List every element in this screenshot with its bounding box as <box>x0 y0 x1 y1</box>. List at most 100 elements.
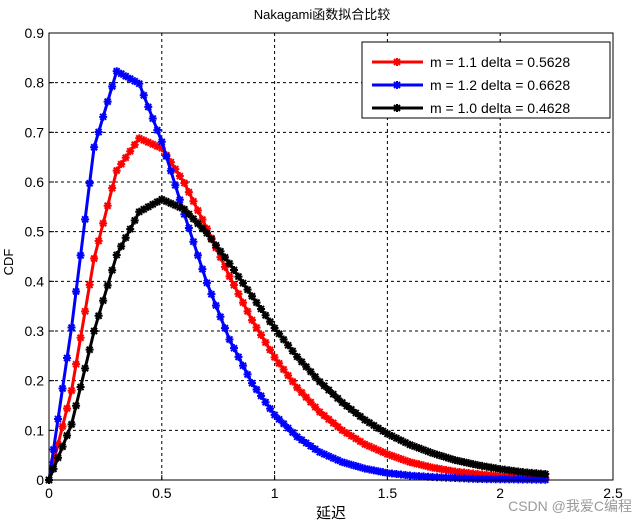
data-point-marker <box>108 82 117 91</box>
data-point-marker <box>455 474 464 483</box>
x-tick-label: 2 <box>496 485 504 501</box>
data-point-marker <box>338 458 347 467</box>
data-point-marker <box>229 266 238 275</box>
data-point-marker <box>49 464 58 473</box>
data-point-marker <box>482 462 491 471</box>
data-point-marker <box>112 166 121 175</box>
legend-box <box>361 41 611 119</box>
data-point-marker <box>487 475 496 484</box>
y-tick-label: 0.1 <box>25 422 45 438</box>
data-point-marker <box>374 446 383 455</box>
y-tick-label: 0.6 <box>25 174 45 190</box>
data-point-marker <box>378 468 387 477</box>
data-point-marker <box>478 470 487 479</box>
data-point-marker <box>220 324 229 333</box>
data-point-marker <box>378 427 387 436</box>
data-point-marker <box>175 203 184 212</box>
data-point-marker <box>496 475 505 484</box>
x-tick-label: 1.5 <box>378 485 398 501</box>
data-point-marker <box>117 69 126 78</box>
data-point-marker <box>153 142 162 151</box>
data-point-marker <box>270 324 279 333</box>
data-point-marker <box>460 474 469 483</box>
data-point-marker <box>333 456 342 465</box>
data-point-marker <box>460 458 469 467</box>
data-point-marker <box>342 459 351 468</box>
data-point-marker <box>139 136 148 145</box>
data-point-marker <box>378 448 387 457</box>
data-point-marker <box>469 469 478 478</box>
data-point-marker <box>487 463 496 472</box>
data-point-marker <box>189 214 198 223</box>
y-tick-label: 0.5 <box>25 224 45 240</box>
data-point-marker <box>108 184 117 193</box>
data-point-marker <box>442 473 451 482</box>
data-point-marker <box>491 464 500 473</box>
data-point-marker <box>180 178 189 187</box>
data-point-marker <box>85 345 94 354</box>
data-point-marker <box>324 386 333 395</box>
data-point-marker <box>198 215 207 224</box>
data-point-marker <box>433 464 442 473</box>
data-point-marker <box>229 344 238 353</box>
data-point-marker <box>153 126 162 135</box>
data-point-marker <box>198 224 207 233</box>
data-point-marker <box>94 128 103 137</box>
legend-marker-icon <box>393 104 401 112</box>
data-point-marker <box>514 475 523 484</box>
data-point-marker <box>54 440 63 449</box>
data-point-marker <box>239 361 248 370</box>
data-point-marker <box>72 287 81 296</box>
data-point-marker <box>369 421 378 430</box>
data-point-marker <box>126 225 135 234</box>
data-point-marker <box>360 464 369 473</box>
data-point-marker <box>85 179 94 188</box>
data-point-marker <box>297 435 306 444</box>
data-point-marker <box>67 386 76 395</box>
data-point-marker <box>162 197 171 206</box>
data-point-marker <box>351 461 360 470</box>
data-point-marker <box>184 188 193 197</box>
data-point-marker <box>288 347 297 356</box>
data-point-marker <box>451 456 460 465</box>
data-point-marker <box>383 429 392 438</box>
data-point-marker <box>351 408 360 417</box>
data-point-marker <box>108 266 117 275</box>
data-point-marker <box>103 281 112 290</box>
data-point-marker <box>279 419 288 428</box>
data-point-marker <box>302 362 311 371</box>
data-point-marker <box>135 134 144 143</box>
data-point-marker <box>442 453 451 462</box>
data-point-marker <box>523 468 532 477</box>
x-tick-label: 2.5 <box>603 485 623 501</box>
data-point-marker <box>121 72 130 81</box>
data-point-marker <box>500 465 509 474</box>
data-point-marker <box>315 448 324 457</box>
x-axis-label: 延迟 <box>316 505 346 522</box>
data-point-marker <box>144 102 153 111</box>
data-point-marker <box>405 458 414 467</box>
data-point-marker <box>266 317 275 326</box>
data-point-marker <box>320 381 329 390</box>
data-point-marker <box>311 445 320 454</box>
data-point-marker <box>536 469 545 478</box>
data-point-marker <box>94 311 103 320</box>
data-point-marker <box>464 474 473 483</box>
data-point-marker <box>505 475 514 484</box>
data-point-marker <box>234 289 243 298</box>
data-point-marker <box>396 454 405 463</box>
data-point-marker <box>103 97 112 106</box>
data-point-marker <box>139 91 148 100</box>
data-point-marker <box>473 470 482 479</box>
data-point-marker <box>279 335 288 344</box>
data-point-marker <box>473 461 482 470</box>
data-point-marker <box>424 447 433 456</box>
data-point-marker <box>130 216 139 225</box>
data-point-marker <box>243 285 252 294</box>
data-point-marker <box>428 449 437 458</box>
data-point-marker <box>410 442 419 451</box>
data-point-marker <box>478 461 487 470</box>
data-point-marker <box>482 470 491 479</box>
data-point-marker <box>356 463 365 472</box>
y-tick-label: 0.2 <box>25 373 45 389</box>
